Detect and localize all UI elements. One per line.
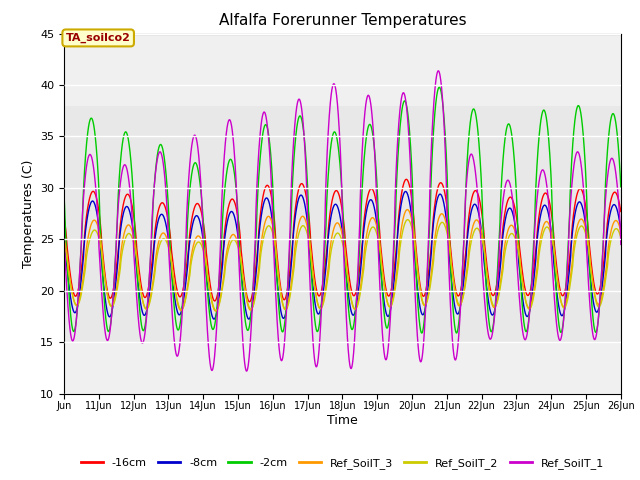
Y-axis label: Temperatures (C): Temperatures (C): [22, 159, 35, 268]
X-axis label: Time: Time: [327, 414, 358, 427]
Title: Alfalfa Forerunner Temperatures: Alfalfa Forerunner Temperatures: [219, 13, 466, 28]
Bar: [64, 106, 621, 342]
Text: TA_soilco2: TA_soilco2: [66, 33, 131, 43]
Legend: -16cm, -8cm, -2cm, Ref_SoilT_3, Ref_SoilT_2, Ref_SoilT_1: -16cm, -8cm, -2cm, Ref_SoilT_3, Ref_Soil…: [76, 453, 609, 473]
